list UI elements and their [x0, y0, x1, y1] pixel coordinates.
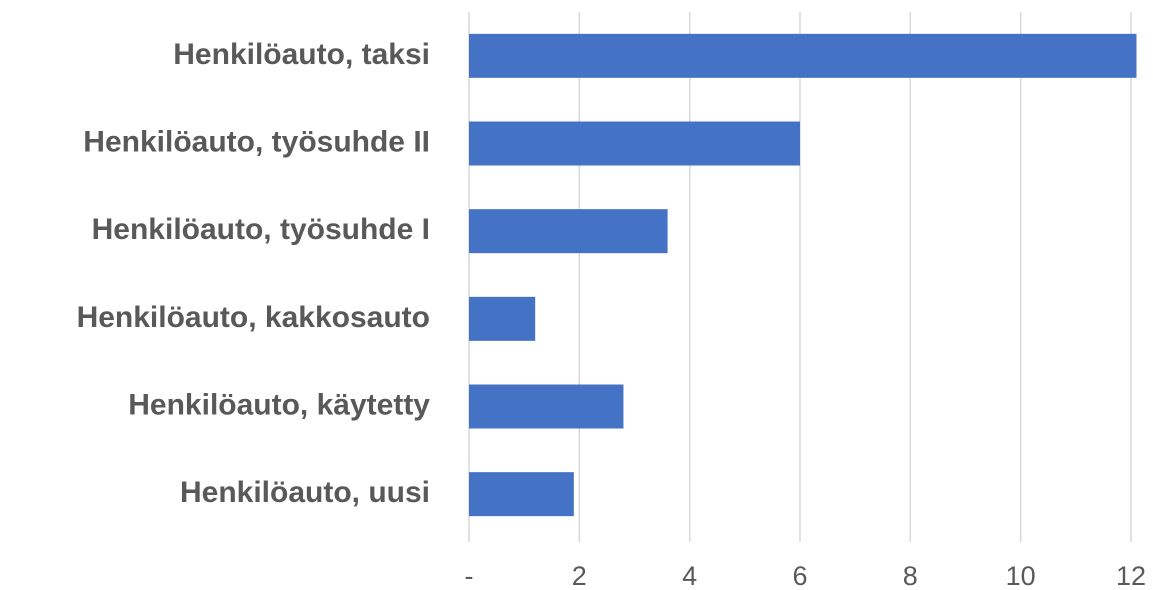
- bar: [469, 121, 800, 166]
- x-tick-label: -: [465, 561, 474, 590]
- y-tick-label: Henkilöauto, työsuhde II: [83, 125, 430, 158]
- y-tick-label: Henkilöauto, taksi: [173, 38, 430, 71]
- bar: [469, 384, 624, 429]
- bar: [469, 33, 1137, 78]
- y-tick-label: Henkilöauto, uusi: [180, 476, 430, 509]
- y-tick-label: Henkilöauto, käytetty: [128, 388, 430, 421]
- x-tick-label: 4: [682, 561, 697, 590]
- bar: [469, 472, 574, 517]
- bar: [469, 209, 668, 254]
- x-tick-label: 8: [903, 561, 918, 590]
- x-tick-label: 6: [792, 561, 807, 590]
- x-tick-label: 2: [572, 561, 587, 590]
- bar: [469, 296, 536, 341]
- x-tick-label: 10: [1006, 561, 1036, 590]
- y-tick-label: Henkilöauto, kakkosauto: [77, 301, 430, 334]
- y-tick-label: Henkilöauto, työsuhde I: [92, 213, 430, 246]
- x-tick-label: 12: [1116, 561, 1146, 590]
